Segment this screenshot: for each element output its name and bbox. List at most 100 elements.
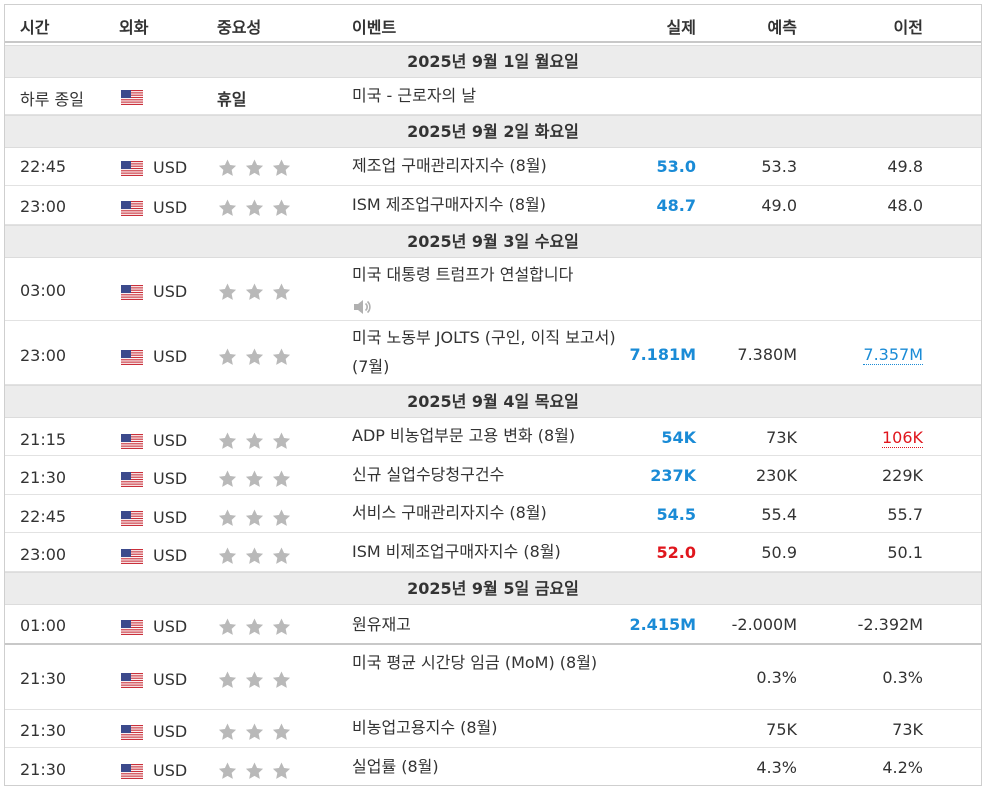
forecast-value: 55.4	[761, 505, 797, 524]
holiday-event[interactable]: 미국 - 근로자의 날	[352, 86, 477, 105]
actual-value: 237K	[650, 466, 696, 485]
star-icon	[217, 546, 238, 570]
importance-stars	[217, 431, 292, 455]
us-flag-icon	[121, 511, 143, 526]
us-flag-icon	[121, 285, 143, 300]
star-icon	[271, 722, 292, 746]
event-row[interactable]: 21:15 USD ADP 비농업부문 고용 변화 (8월) 54K 73K 106K	[5, 418, 981, 456]
event-title[interactable]: 미국 노동부 JOLTS (구인, 이직 보고서) (7월)	[352, 328, 616, 376]
header-forecast[interactable]: 예측	[767, 18, 797, 37]
row-time: 21:30	[20, 468, 67, 487]
row-time: 23:00	[20, 197, 67, 216]
star-icon	[244, 617, 265, 641]
holiday-row[interactable]: 하루 종일 휴일 미국 - 근로자의 날	[5, 78, 981, 115]
event-name[interactable]: 미국 노동부 JOLTS (구인, 이직 보고서) (7월)	[352, 323, 620, 381]
star-icon	[271, 469, 292, 493]
importance-stars	[217, 158, 292, 182]
star-icon	[217, 469, 238, 493]
event-title[interactable]: 제조업 구매관리자지수 (8월)	[352, 156, 547, 175]
event-row[interactable]: 21:30 USD 미국 평균 시간당 임금 (MoM) (8월) 0.3% 0.3%	[5, 645, 981, 710]
header-event[interactable]: 이벤트	[352, 18, 397, 37]
forecast-value: 53.3	[761, 157, 797, 176]
importance-stars	[217, 670, 292, 694]
event-name[interactable]: ADP 비농업부문 고용 변화 (8월)	[352, 421, 620, 450]
actual-value: 48.7	[656, 196, 696, 215]
row-time: 21:30	[20, 721, 67, 740]
speaker-icon[interactable]	[352, 296, 372, 314]
us-flag-icon	[121, 620, 143, 635]
star-icon	[271, 282, 292, 306]
star-icon	[217, 282, 238, 306]
event-name[interactable]: 비농업고용지수 (8월)	[352, 713, 620, 742]
previous-value: 106K	[881, 428, 923, 448]
forecast-value: 73K	[766, 428, 797, 447]
event-row[interactable]: 23:00 USD 미국 노동부 JOLTS (구인, 이직 보고서) (7월) 7.…	[5, 321, 981, 385]
forecast-value: -2.000M	[731, 615, 797, 634]
event-name[interactable]: 제조업 구매관리자지수 (8월)	[352, 151, 620, 180]
row-currency: USD	[153, 670, 188, 689]
day-header: 2025년 9월 3일 수요일	[5, 225, 981, 258]
actual-value: 54K	[661, 428, 696, 447]
event-row[interactable]: 23:00 USD ISM 제조업구매자지수 (8월) 48.7 49.0 48.0	[5, 186, 981, 225]
row-time: 하루 종일	[20, 90, 84, 109]
event-title[interactable]: ISM 비제조업구매자지수 (8월)	[352, 542, 561, 561]
header-importance[interactable]: 중요성	[217, 18, 262, 37]
row-currency: USD	[153, 546, 188, 565]
event-row[interactable]: 22:45 USD 서비스 구매관리자지수 (8월) 54.5 55.4 55.7	[5, 495, 981, 533]
star-icon	[244, 158, 265, 182]
event-row[interactable]: 21:30 USD 비농업고용지수 (8월) 75K 73K	[5, 710, 981, 748]
event-row[interactable]: 21:30 USD 실업률 (8월) 4.3% 4.2%	[5, 748, 981, 786]
star-icon	[217, 431, 238, 455]
importance-stars	[217, 282, 292, 306]
event-name[interactable]: 원유재고	[352, 610, 620, 639]
event-row[interactable]: 01:00 USD 원유재고 2.415M -2.000M -2.392M	[5, 605, 981, 645]
us-flag-icon	[121, 472, 143, 487]
row-time: 23:00	[20, 346, 67, 365]
star-icon	[217, 722, 238, 746]
event-row[interactable]: 21:30 USD 신규 실업수당청구건수 237K 230K 229K	[5, 456, 981, 495]
event-title[interactable]: 미국 대통령 트럼프가 연설합니다	[352, 265, 574, 284]
header-actual[interactable]: 실제	[666, 18, 696, 37]
actual-value: 7.181M	[629, 345, 696, 364]
event-title[interactable]: 서비스 구매관리자지수 (8월)	[352, 503, 547, 522]
event-name[interactable]: 신규 실업수당청구건수	[352, 460, 620, 489]
us-flag-icon	[121, 201, 143, 216]
event-name[interactable]: 미국 평균 시간당 임금 (MoM) (8월)	[352, 648, 620, 677]
event-title[interactable]: 비농업고용지수 (8월)	[352, 718, 498, 737]
header-time[interactable]: 시간	[20, 18, 50, 37]
event-name[interactable]: 실업률 (8월)	[352, 752, 620, 781]
star-icon	[271, 431, 292, 455]
star-icon	[271, 347, 292, 371]
event-title[interactable]: 미국 평균 시간당 임금 (MoM) (8월)	[352, 653, 598, 672]
event-name[interactable]: ISM 비제조업구매자지수 (8월)	[352, 537, 620, 566]
day-header: 2025년 9월 4일 목요일	[5, 385, 981, 418]
event-name[interactable]: ISM 제조업구매자지수 (8월)	[352, 190, 620, 219]
calendar-header: 시간 외화 중요성 이벤트 실제 예측 이전	[5, 5, 981, 43]
importance-stars	[217, 617, 292, 641]
star-icon	[244, 282, 265, 306]
event-title[interactable]: 원유재고	[352, 615, 411, 634]
event-row[interactable]: 23:00 USD ISM 비제조업구매자지수 (8월) 52.0 50.9 50.1	[5, 533, 981, 572]
us-flag-icon	[121, 725, 143, 740]
event-row[interactable]: 03:00 USD 미국 대통령 트럼프가 연설합니다	[5, 258, 981, 321]
event-title[interactable]: 신규 실업수당청구건수	[352, 465, 505, 484]
star-icon	[271, 508, 292, 532]
us-flag-icon	[121, 549, 143, 564]
day-header: 2025년 9월 5일 금요일	[5, 572, 981, 605]
header-currency[interactable]: 외화	[119, 18, 149, 37]
event-title[interactable]: 실업률 (8월)	[352, 757, 439, 776]
star-icon	[271, 158, 292, 182]
us-flag-icon	[121, 161, 143, 176]
event-title[interactable]: ADP 비농업부문 고용 변화 (8월)	[352, 426, 576, 445]
event-title[interactable]: ISM 제조업구매자지수 (8월)	[352, 195, 546, 214]
row-time: 23:00	[20, 545, 67, 564]
event-name[interactable]: 미국 대통령 트럼프가 연설합니다	[352, 260, 620, 318]
event-name[interactable]: 서비스 구매관리자지수 (8월)	[352, 498, 620, 527]
us-flag-icon	[121, 673, 143, 688]
event-row[interactable]: 22:45 USD 제조업 구매관리자지수 (8월) 53.0 53.3 49.8	[5, 148, 981, 186]
header-previous[interactable]: 이전	[893, 18, 923, 37]
row-currency: USD	[153, 722, 188, 741]
star-icon	[217, 198, 238, 222]
importance-stars	[217, 761, 292, 785]
previous-value: 4.2%	[882, 758, 923, 777]
